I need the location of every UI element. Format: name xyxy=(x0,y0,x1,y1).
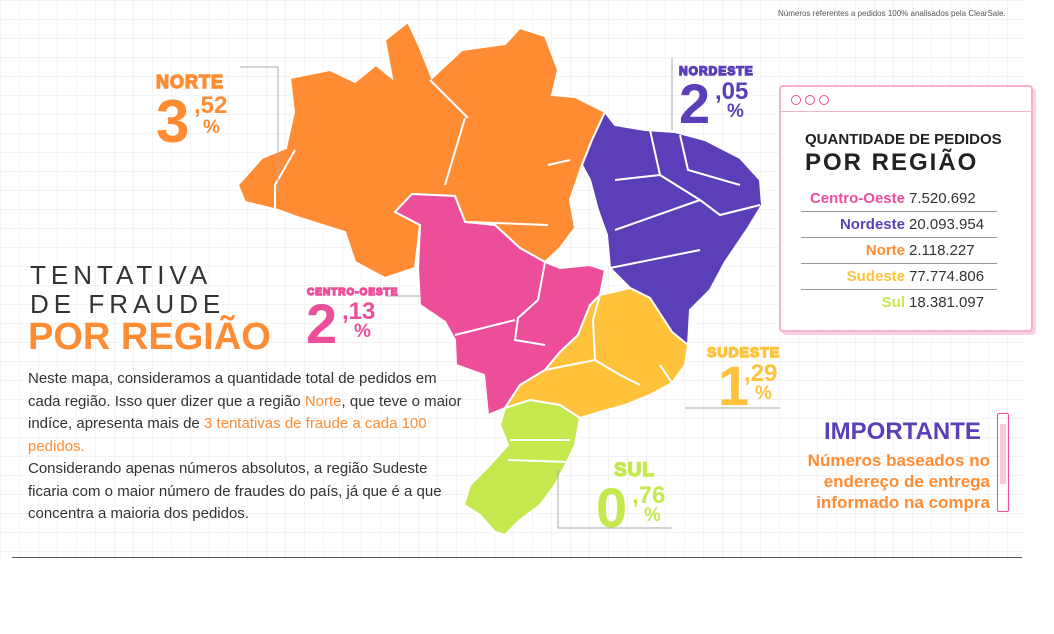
panel-row: Sul 18.381.097 xyxy=(801,291,997,315)
source-note: Números referentes a pedidos 100% analis… xyxy=(778,9,1006,18)
centro-oeste-stat: 2 ,13 % xyxy=(306,296,375,352)
panel-row: Norte 2.118.227 xyxy=(801,239,997,264)
norte-stat: 3 ,52 % xyxy=(156,92,227,152)
region-sudeste xyxy=(502,286,690,420)
sul-pct: % xyxy=(644,505,661,526)
sudeste-stat: 1 ,29 % xyxy=(718,358,777,414)
nordeste-label: NORDESTE xyxy=(678,64,754,78)
row-value: 2.118.227 xyxy=(909,242,975,259)
nordeste-stat: 2 ,05 % xyxy=(679,76,748,132)
nordeste-int: 2 xyxy=(679,72,710,135)
nordeste-pct: % xyxy=(727,101,744,122)
panel-row: Centro-Oeste 7.520.692 xyxy=(801,187,997,212)
norte-label: NORTE xyxy=(155,72,224,92)
nordeste-dec: ,05 xyxy=(715,78,749,105)
centro-oeste-pct: % xyxy=(354,321,371,342)
para-part1: Neste mapa, consideramos a quantidade to… xyxy=(28,370,437,410)
region-norte xyxy=(236,20,607,280)
scrollbar-thumb[interactable] xyxy=(1000,424,1006,484)
row-value: 7.520.692 xyxy=(909,190,976,207)
dot-icon xyxy=(791,95,801,105)
region-sul xyxy=(462,398,582,537)
sul-int: 0 xyxy=(596,476,627,539)
important-body: Números baseados no endereço de entrega … xyxy=(807,451,990,512)
title-line3: POR REGIÃO xyxy=(28,316,271,358)
panel-title-line1: QUANTIDADE DE PEDIDOS xyxy=(805,131,1002,148)
centro-oeste-int: 2 xyxy=(306,292,337,355)
sul-stat: 0 ,76 % xyxy=(596,480,665,536)
region-nordeste xyxy=(580,110,764,348)
window-dots xyxy=(791,95,829,105)
sul-label: SUL xyxy=(613,460,655,481)
row-value: 77.774.806 xyxy=(909,268,985,285)
orders-panel: QUANTIDADE DE PEDIDOS POR REGIÃO Centro-… xyxy=(779,85,1033,332)
description-paragraph: Neste mapa, consideramos a quantidade to… xyxy=(28,368,468,526)
row-label: Centro-Oeste xyxy=(809,190,905,207)
row-value: 20.093.954 xyxy=(909,216,985,233)
row-label: Norte xyxy=(865,242,905,259)
sudeste-label: SUDESTE xyxy=(706,344,781,360)
scrollbar[interactable] xyxy=(997,413,1009,512)
row-value: 18.381.097 xyxy=(909,294,985,311)
row-label: Nordeste xyxy=(839,216,905,233)
row-label: Sudeste xyxy=(846,268,905,285)
centro-oeste-dec: ,13 xyxy=(342,298,376,325)
sudeste-pct: % xyxy=(755,383,772,404)
panel-row: Sudeste 77.774.806 xyxy=(801,265,997,290)
norte-int: 3 xyxy=(156,88,189,155)
sudeste-dec: ,29 xyxy=(744,360,778,387)
para-part3: Considerando apenas números absolutos, a… xyxy=(28,460,442,522)
panel-divider xyxy=(781,111,1031,112)
sul-dec: ,76 xyxy=(632,482,666,509)
panel-title-line2: POR REGIÃO xyxy=(805,149,979,176)
para-highlight-tentativas: 3 tentativas de fraude a cada 100 pedido… xyxy=(28,415,427,455)
panel-row: Nordeste 20.093.954 xyxy=(801,213,997,238)
title-line2: DE FRAUDE xyxy=(30,289,226,319)
sudeste-int: 1 xyxy=(718,354,749,417)
dot-icon xyxy=(805,95,815,105)
title-line1: TENTATIVA xyxy=(30,260,213,290)
norte-dec: ,52 xyxy=(194,92,228,119)
dot-icon xyxy=(819,95,829,105)
bottom-divider xyxy=(12,557,1022,558)
row-label: Sul xyxy=(881,294,905,311)
para-part2: , que teve o maior indíce, apresenta mai… xyxy=(28,392,462,433)
important-title: IMPORTANTE xyxy=(824,418,981,445)
centro-oeste-label: CENTRO-OESTE xyxy=(306,287,399,298)
para-highlight-norte: Norte xyxy=(304,392,342,410)
norte-pct: % xyxy=(203,117,220,138)
